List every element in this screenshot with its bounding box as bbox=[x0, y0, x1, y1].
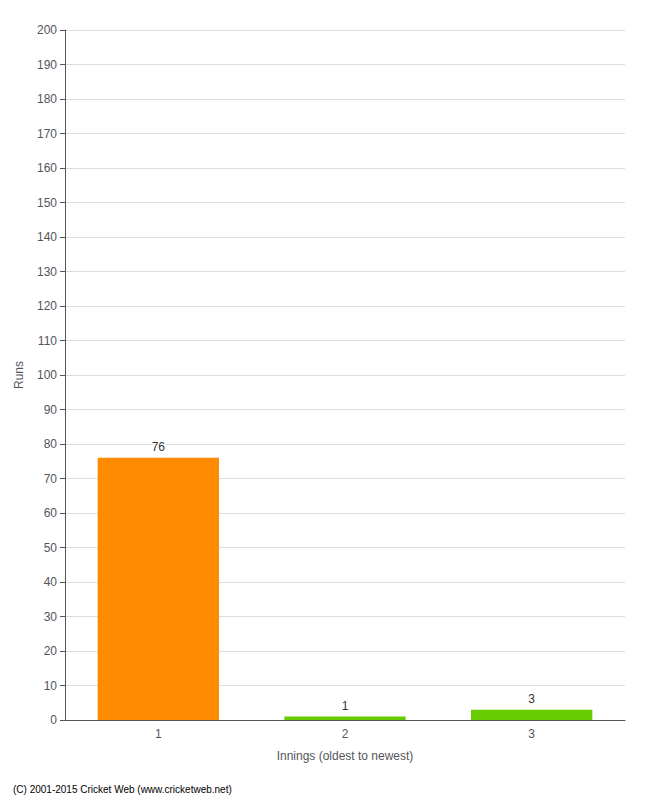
svg-text:40: 40 bbox=[44, 575, 58, 589]
svg-text:(C) 2001-2015 Cricket Web (www: (C) 2001-2015 Cricket Web (www.cricketwe… bbox=[13, 784, 232, 795]
svg-text:70: 70 bbox=[44, 472, 58, 486]
svg-text:160: 160 bbox=[37, 161, 57, 175]
svg-text:120: 120 bbox=[37, 299, 57, 313]
svg-text:3: 3 bbox=[528, 692, 535, 706]
svg-text:200: 200 bbox=[37, 23, 57, 37]
svg-text:180: 180 bbox=[37, 92, 57, 106]
svg-text:20: 20 bbox=[44, 644, 58, 658]
svg-text:130: 130 bbox=[37, 265, 57, 279]
svg-text:1: 1 bbox=[155, 727, 162, 741]
svg-text:0: 0 bbox=[50, 713, 57, 727]
svg-text:1: 1 bbox=[342, 699, 349, 713]
svg-text:Innings (oldest to newest): Innings (oldest to newest) bbox=[277, 749, 414, 763]
svg-text:30: 30 bbox=[44, 610, 58, 624]
svg-text:170: 170 bbox=[37, 127, 57, 141]
svg-text:60: 60 bbox=[44, 506, 58, 520]
svg-text:80: 80 bbox=[44, 437, 58, 451]
svg-text:2: 2 bbox=[342, 727, 349, 741]
svg-text:10: 10 bbox=[44, 679, 58, 693]
svg-text:3: 3 bbox=[528, 727, 535, 741]
svg-text:100: 100 bbox=[37, 368, 57, 382]
svg-text:Runs: Runs bbox=[12, 361, 26, 389]
svg-text:90: 90 bbox=[44, 403, 58, 417]
svg-text:150: 150 bbox=[37, 196, 57, 210]
svg-text:76: 76 bbox=[152, 440, 166, 454]
svg-text:50: 50 bbox=[44, 541, 58, 555]
svg-text:190: 190 bbox=[37, 58, 57, 72]
svg-text:110: 110 bbox=[38, 334, 57, 348]
svg-text:140: 140 bbox=[37, 230, 57, 244]
